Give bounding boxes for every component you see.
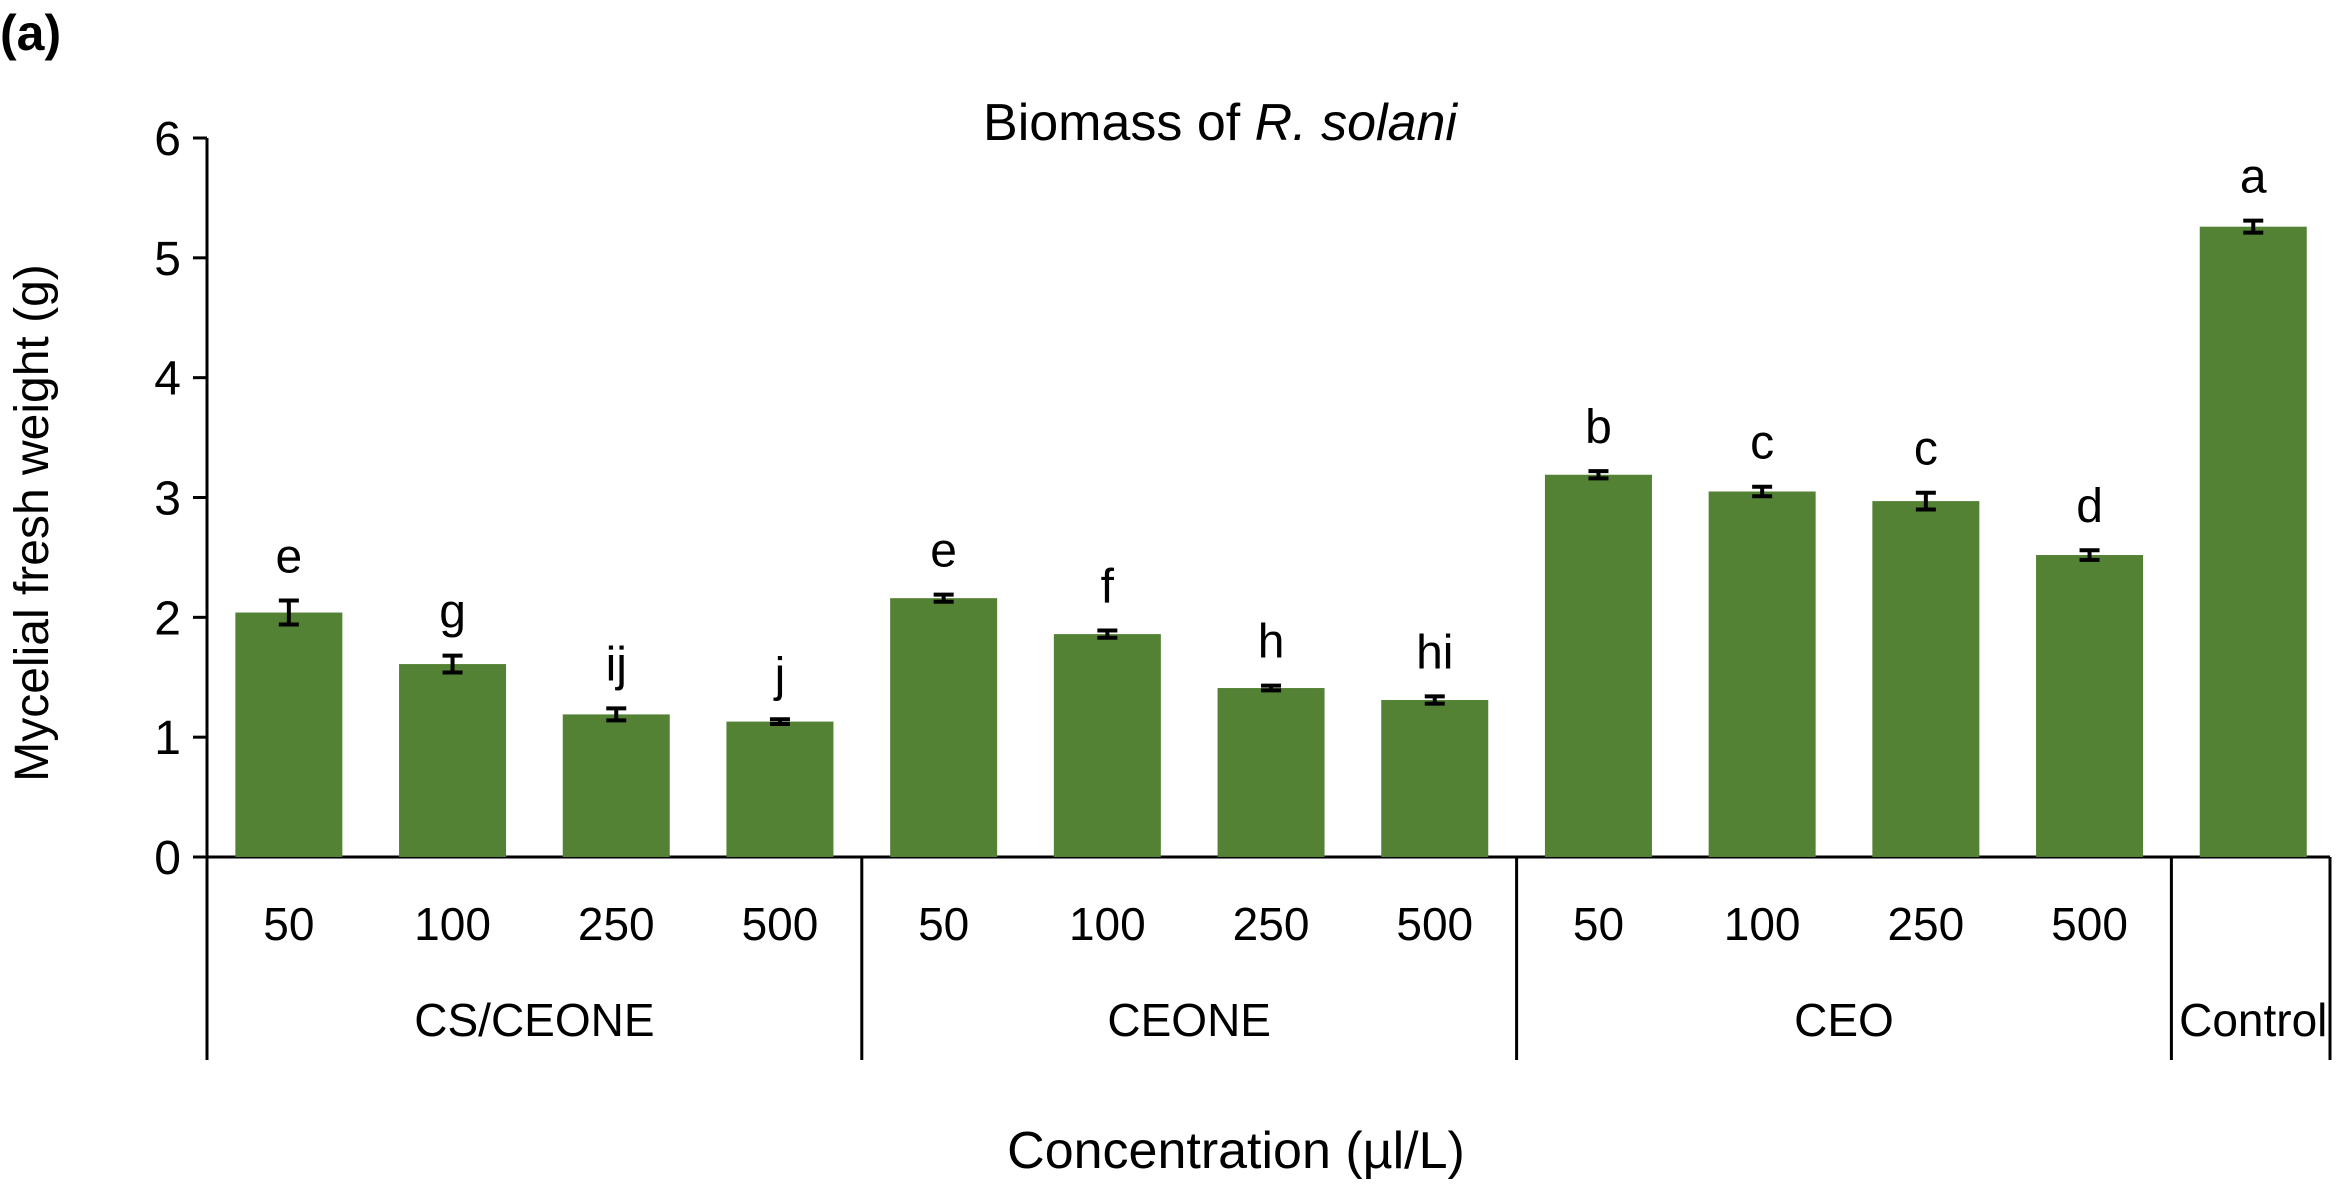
y-tick-label: 4 — [154, 353, 181, 406]
significance-letter: d — [2076, 480, 2103, 533]
chart-title: Biomass of R. solani — [983, 94, 1458, 152]
y-tick-label: 2 — [154, 592, 181, 645]
significance-letter: g — [439, 586, 466, 639]
x-tick-label: 250 — [578, 898, 655, 950]
bar — [1544, 474, 1652, 857]
significance-letter: e — [930, 525, 957, 578]
group-label: CEONE — [1107, 994, 1271, 1046]
x-tick-label: 500 — [2051, 898, 2128, 950]
group-label: CS/CEONE — [414, 994, 654, 1046]
significance-letter: hi — [1416, 626, 1453, 679]
significance-letter: ij — [606, 638, 627, 691]
significance-letter: j — [773, 649, 786, 702]
bar — [1381, 700, 1489, 857]
significance-letter: e — [275, 531, 302, 584]
x-tick-label: 50 — [918, 898, 969, 950]
x-tick-label: 500 — [742, 898, 819, 950]
x-tick-label: 50 — [1573, 898, 1624, 950]
y-tick-label: 5 — [154, 233, 181, 286]
y-tick-label: 6 — [154, 113, 181, 166]
x-tick-label: 100 — [1724, 898, 1801, 950]
group-label: CEO — [1794, 994, 1894, 1046]
y-tick-label: 1 — [154, 712, 181, 765]
chart-title-prefix: Biomass of — [983, 94, 1255, 152]
y-tick-label: 0 — [154, 832, 181, 885]
x-tick-label: 250 — [1887, 898, 1964, 950]
significance-letter: c — [1914, 423, 1938, 476]
significance-letter: a — [2240, 151, 2267, 204]
x-axis-label: Concentration (µl/L) — [1007, 1122, 1465, 1180]
x-tick-label: 50 — [263, 898, 314, 950]
x-tick-label: 100 — [414, 898, 491, 950]
significance-letter: b — [1585, 401, 1612, 454]
bar — [1217, 688, 1325, 857]
y-axis-label: Mycelial fresh weight (g) — [6, 264, 59, 782]
bar — [1708, 491, 1816, 857]
bar — [890, 598, 998, 857]
bar — [1872, 501, 1980, 857]
bar — [2199, 226, 2307, 858]
group-label: Control — [2179, 994, 2327, 1046]
x-tick-label: 250 — [1233, 898, 1310, 950]
bar — [2036, 555, 2144, 857]
bar — [235, 612, 343, 857]
bar — [399, 664, 507, 857]
x-tick-label: 500 — [1396, 898, 1473, 950]
bar — [562, 714, 670, 857]
x-tick-label: 100 — [1069, 898, 1146, 950]
significance-letter: h — [1258, 616, 1285, 669]
significance-letter: f — [1101, 561, 1115, 614]
panel-label: (a) — [0, 5, 61, 61]
chart-title-italic: R. solani — [1255, 94, 1459, 152]
y-tick-label: 3 — [154, 473, 181, 526]
bar — [726, 721, 834, 857]
bar — [1053, 634, 1161, 857]
significance-letter: c — [1750, 417, 1774, 470]
chart-marks: 0 1 2 3 4 5 6 e 50 g 100 ij 250 j 500 CS/CEONE e 50 f 100 h 2… — [154, 113, 2332, 1060]
